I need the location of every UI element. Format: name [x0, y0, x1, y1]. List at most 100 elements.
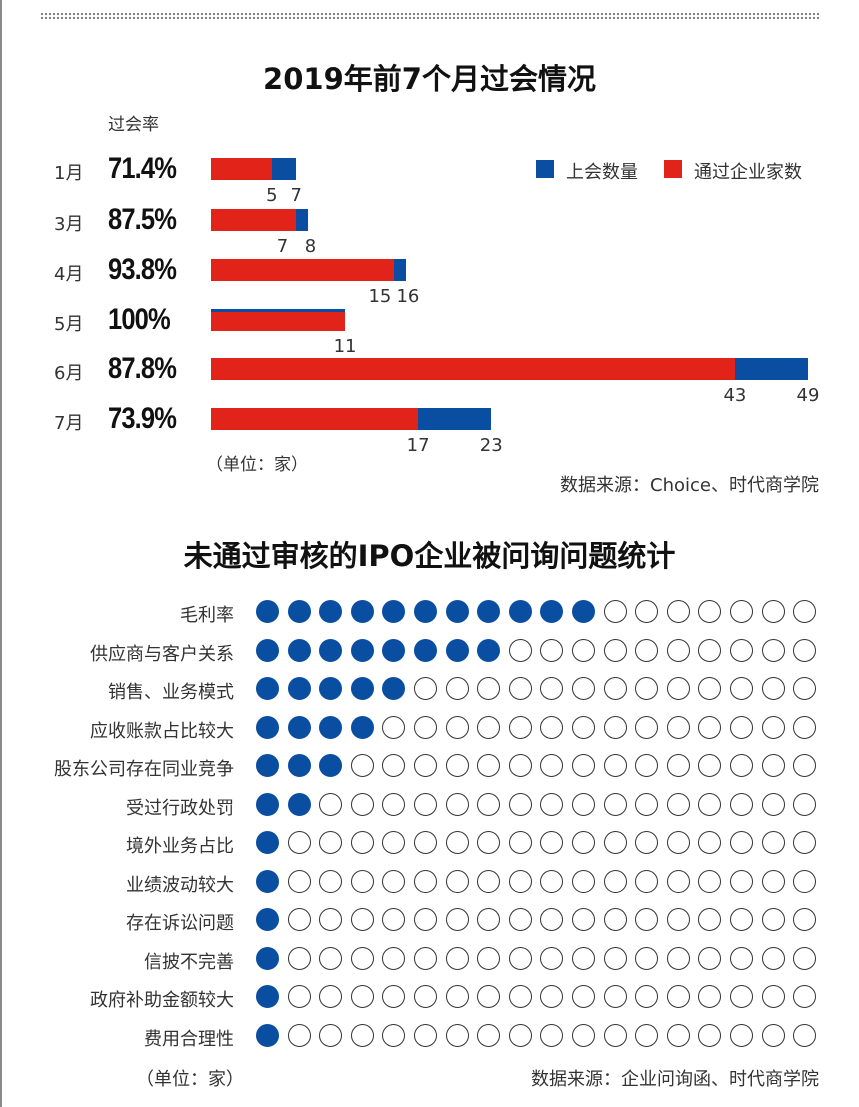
empty-dot — [793, 1023, 817, 1047]
empty-dot — [603, 677, 627, 700]
empty-dot — [793, 831, 817, 854]
empty-dot — [761, 715, 785, 739]
empty-dot — [572, 1023, 595, 1047]
empty-dot — [761, 831, 785, 854]
empty-dot — [540, 869, 564, 893]
empty-dot — [414, 831, 437, 854]
filled-dot — [287, 638, 311, 662]
empty-dot — [603, 831, 627, 854]
empty-dot — [319, 908, 343, 931]
filled-dot — [350, 638, 374, 662]
empty-dot — [350, 869, 374, 893]
filled-dot — [477, 638, 501, 662]
empty-dot — [540, 831, 564, 854]
empty-dot — [730, 638, 753, 662]
empty-dot — [477, 754, 501, 777]
chart1-title: 2019年前7个月过会情况 — [263, 62, 596, 96]
rate-column-label: 过会率 — [108, 115, 159, 135]
empty-dot — [730, 715, 753, 739]
empty-dot — [445, 946, 469, 970]
empty-dot — [572, 985, 595, 1008]
empty-dot — [793, 638, 817, 662]
empty-dot — [635, 1023, 659, 1047]
empty-dot — [319, 946, 343, 970]
empty-dot — [698, 792, 722, 816]
issue-label: 受过行政处罚 — [126, 797, 234, 819]
empty-dot — [477, 946, 501, 970]
month-label: 3月 — [54, 214, 84, 235]
issue-label: 费用合理性 — [144, 1028, 234, 1050]
bar-passed — [211, 259, 394, 281]
empty-dot — [508, 831, 532, 854]
filled-dot — [256, 985, 279, 1008]
empty-dot — [730, 1023, 753, 1047]
filled-dot — [287, 600, 311, 623]
filled-dot — [287, 677, 311, 700]
empty-dot — [540, 1023, 564, 1047]
issue-label: 应收账款占比较大 — [90, 720, 234, 742]
empty-dot — [414, 792, 437, 816]
month-label: 6月 — [54, 363, 84, 384]
filled-dot — [256, 638, 279, 662]
empty-dot — [445, 908, 469, 931]
empty-dot — [540, 985, 564, 1008]
empty-dot — [477, 677, 501, 700]
empty-dot — [445, 869, 469, 893]
pass-rate: 93.8% — [108, 253, 177, 286]
pass-rate: 87.5% — [108, 203, 177, 236]
empty-dot — [730, 754, 753, 777]
empty-dot — [603, 1023, 627, 1047]
empty-dot — [350, 1023, 374, 1047]
empty-dot — [508, 792, 532, 816]
filled-dot — [540, 600, 564, 623]
empty-dot — [666, 754, 690, 777]
bar-passed — [211, 408, 419, 430]
filled-dot — [256, 908, 279, 931]
empty-dot — [635, 985, 659, 1008]
empty-dot — [572, 908, 595, 931]
bar-passed — [211, 358, 735, 380]
empty-dot — [414, 869, 437, 893]
filled-dot — [256, 1023, 279, 1047]
empty-dot — [666, 946, 690, 970]
chart2-unit: （单位：家） — [136, 1069, 244, 1090]
empty-dot — [445, 715, 469, 739]
empty-dot — [540, 754, 564, 777]
filled-dot — [256, 600, 279, 623]
filled-dot — [256, 677, 279, 700]
empty-dot — [414, 908, 437, 931]
empty-dot — [508, 754, 532, 777]
empty-dot — [730, 792, 753, 816]
filled-dot — [350, 715, 374, 739]
bar-value-label: 5 — [266, 185, 278, 206]
filled-dot — [287, 754, 311, 777]
empty-dot — [666, 908, 690, 931]
empty-dot — [508, 908, 532, 931]
empty-dot — [698, 715, 722, 739]
empty-dot — [508, 715, 532, 739]
filled-dot — [350, 677, 374, 700]
empty-dot — [382, 831, 406, 854]
empty-dot — [477, 1023, 501, 1047]
filled-dot — [414, 600, 437, 623]
empty-dot — [540, 638, 564, 662]
empty-dot — [414, 946, 437, 970]
chart2-title: 未通过审核的IPO企业被问询问题统计 — [183, 539, 676, 573]
filled-dot — [572, 600, 595, 623]
empty-dot — [287, 869, 311, 893]
empty-dot — [793, 792, 817, 816]
empty-dot — [666, 600, 690, 623]
empty-dot — [793, 600, 817, 623]
empty-dot — [666, 1023, 690, 1047]
empty-dot — [572, 754, 595, 777]
bar-value-label: 16 — [396, 286, 420, 307]
legend-total-label: 上会数量 — [566, 162, 638, 183]
empty-dot — [761, 754, 785, 777]
empty-dot — [761, 792, 785, 816]
filled-dot — [319, 715, 343, 739]
empty-dot — [508, 869, 532, 893]
bar-value-label: 43 — [723, 385, 747, 406]
empty-dot — [445, 677, 469, 700]
empty-dot — [477, 831, 501, 854]
empty-dot — [698, 908, 722, 931]
